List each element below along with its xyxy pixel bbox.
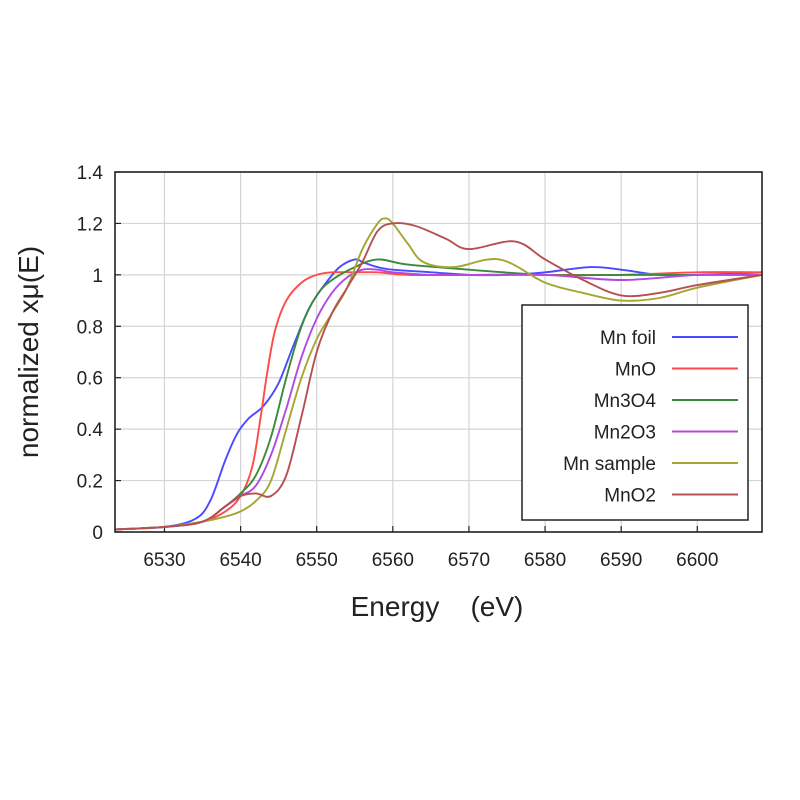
y-axis-label: normalized xμ(E) [13, 246, 44, 458]
x-tick-label: 6600 [676, 550, 718, 571]
legend-label-mn-foil: Mn foil [600, 328, 656, 349]
y-tick-label: 0.2 [77, 472, 103, 493]
y-tick-label: 1.4 [77, 163, 104, 184]
series-line-mn-sample [114, 217, 763, 531]
x-tick-label: 6560 [372, 550, 414, 571]
series-line-mn-foil [114, 258, 763, 531]
legend-label-mno2: MnO2 [604, 486, 656, 507]
y-tick-label: 0 [92, 523, 103, 544]
legend-label-mn3o4: Mn3O4 [594, 391, 657, 412]
legend-box [521, 304, 749, 521]
y-tick-label: 0.4 [77, 420, 104, 441]
y-tick-label: 1 [92, 266, 103, 287]
axis-ticks: 6530 6540 6550 6560 6570 6580 6590 6600 0 0.2 0.4 0… [77, 163, 719, 571]
legend-label-mn2o3: Mn2O3 [594, 423, 656, 444]
x-tick-label: 6580 [524, 550, 566, 571]
x-axis-label: Energy (eV) [351, 591, 524, 622]
series-lines [114, 217, 763, 531]
y-tick-label: 1.2 [77, 214, 103, 235]
y-tick-label: 0.8 [77, 317, 103, 338]
legend: Mn foil MnO Mn3O4 Mn2O3 Mn sample MnO2 [521, 304, 749, 521]
legend-label-mn-sample: Mn sample [563, 454, 656, 475]
series-line-mno2 [114, 222, 763, 531]
x-tick-label: 6540 [219, 550, 261, 571]
x-tick-label: 6550 [296, 550, 338, 571]
x-tick-label: 6590 [600, 550, 642, 571]
legend-label-mno: MnO [615, 360, 656, 381]
plot-frame [114, 171, 763, 533]
x-tick-label: 6530 [143, 550, 185, 571]
y-tick-label: 0.6 [77, 369, 103, 390]
x-tick-label: 6570 [448, 550, 490, 571]
